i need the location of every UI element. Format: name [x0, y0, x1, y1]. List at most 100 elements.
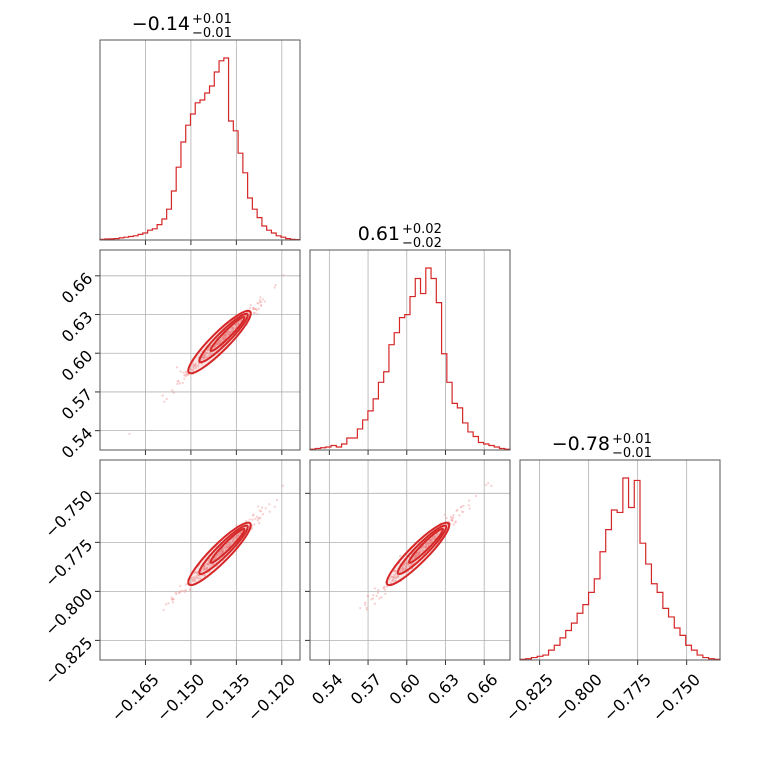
y-tick-label: 0.60 [58, 346, 97, 385]
sample-point [259, 516, 262, 519]
sample-point [171, 601, 175, 604]
sample-point [182, 371, 185, 374]
sample-point [263, 300, 266, 303]
sample-point [415, 554, 418, 557]
y-tick-label: −0.775 [41, 535, 96, 590]
sample-point [282, 274, 285, 277]
sample-point [261, 506, 264, 509]
sample-point [366, 595, 369, 598]
panel-frame [99, 459, 301, 661]
sample-point [235, 534, 238, 537]
y-tick-label: −0.750 [41, 486, 96, 541]
sample-point [407, 564, 410, 567]
sample-point [259, 296, 262, 299]
x-tick-label: −0.800 [551, 670, 606, 725]
sample-point [411, 558, 414, 561]
sample-point [273, 505, 276, 508]
sample-point [401, 569, 404, 572]
title-errors: +0.02 −0.02 [402, 222, 442, 251]
sample-point [452, 516, 455, 519]
sample-point [201, 355, 204, 358]
sample-point [422, 549, 425, 552]
sample-point [183, 590, 186, 594]
sample-point [424, 546, 428, 549]
contour-level-1 [396, 524, 448, 576]
contour-level-0 [385, 521, 451, 587]
panel-1-0 [95, 249, 301, 455]
sample-point [225, 544, 228, 547]
panel-0-0 [99, 39, 301, 245]
sample-point [256, 312, 259, 315]
title-value: −0.78 [552, 433, 610, 455]
sample-point [372, 594, 375, 597]
sample-point [170, 596, 173, 599]
sample-point [383, 588, 386, 591]
sample-point [475, 494, 478, 498]
sample-point [178, 382, 181, 385]
sample-point [402, 567, 405, 570]
sample-point [376, 591, 380, 594]
sample-point [458, 514, 461, 517]
sample-point [172, 391, 175, 394]
sample-point [268, 503, 271, 506]
sample-point [232, 537, 235, 540]
sample-point [261, 298, 265, 301]
sample-point [394, 572, 397, 576]
sample-point [228, 543, 232, 547]
panel-frame [99, 39, 301, 241]
sample-point [232, 538, 235, 541]
histogram-0 [99, 57, 301, 241]
sample-point [378, 597, 381, 600]
panel-2-0 [95, 459, 301, 665]
sample-point [393, 569, 396, 573]
sample-point [399, 554, 402, 558]
sample-point [417, 553, 420, 556]
sample-point [254, 308, 257, 311]
sample-point [128, 432, 131, 436]
sample-point [179, 590, 182, 593]
sample-point [199, 577, 202, 580]
sample-point [451, 519, 454, 522]
x-tick-label: −0.165 [107, 670, 162, 725]
sample-point [380, 596, 383, 599]
sample-point [249, 307, 252, 310]
sample-point [184, 589, 188, 592]
sample-point [185, 375, 188, 378]
sample-point [216, 342, 219, 345]
y-tick-label: 0.57 [58, 385, 97, 424]
sample-point [391, 578, 394, 582]
sample-point [258, 522, 261, 525]
sample-point [461, 510, 464, 514]
sample-point [252, 307, 255, 310]
sample-point [365, 608, 369, 611]
sample-point [203, 354, 207, 357]
sample-point [373, 602, 376, 605]
sample-point [244, 519, 248, 523]
sample-point [181, 589, 184, 592]
sample-point [165, 397, 168, 401]
sample-point [183, 377, 186, 380]
x-tick-label: 0.54 [308, 670, 347, 709]
sample-point [373, 587, 376, 590]
sample-point [177, 592, 180, 595]
sample-point [251, 518, 254, 521]
sample-point [196, 364, 200, 367]
sample-point [224, 334, 227, 337]
sample-point [179, 370, 182, 373]
sample-point [176, 380, 179, 383]
scatter-region [359, 481, 493, 611]
sample-point [424, 543, 427, 547]
sample-point [161, 394, 164, 397]
sample-point [193, 579, 197, 583]
title-errors: +0.01 −0.01 [192, 12, 232, 41]
sample-point [260, 510, 263, 513]
x-tick-label: −0.135 [198, 670, 253, 725]
title-value: −0.14 [132, 13, 190, 35]
sample-point [394, 570, 397, 573]
title-plus: +0.01 [192, 12, 232, 27]
sample-point [224, 548, 227, 551]
y-tick-label: 0.63 [58, 307, 97, 346]
sample-point [460, 505, 463, 508]
sample-point [188, 588, 192, 591]
sample-point [364, 601, 367, 604]
